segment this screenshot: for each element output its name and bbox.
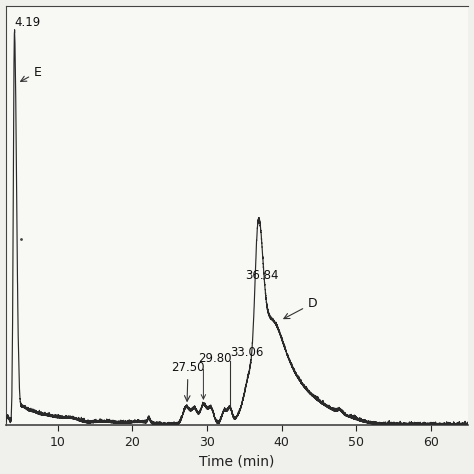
Text: 27.50: 27.50 xyxy=(171,361,205,401)
Text: 33.06: 33.06 xyxy=(230,346,264,359)
Text: 4.19: 4.19 xyxy=(14,16,41,29)
Text: E: E xyxy=(21,65,42,82)
Text: 29.80: 29.80 xyxy=(198,352,232,365)
Text: 36.84: 36.84 xyxy=(245,269,279,282)
X-axis label: Time (min): Time (min) xyxy=(199,455,275,468)
Text: D: D xyxy=(284,297,318,319)
